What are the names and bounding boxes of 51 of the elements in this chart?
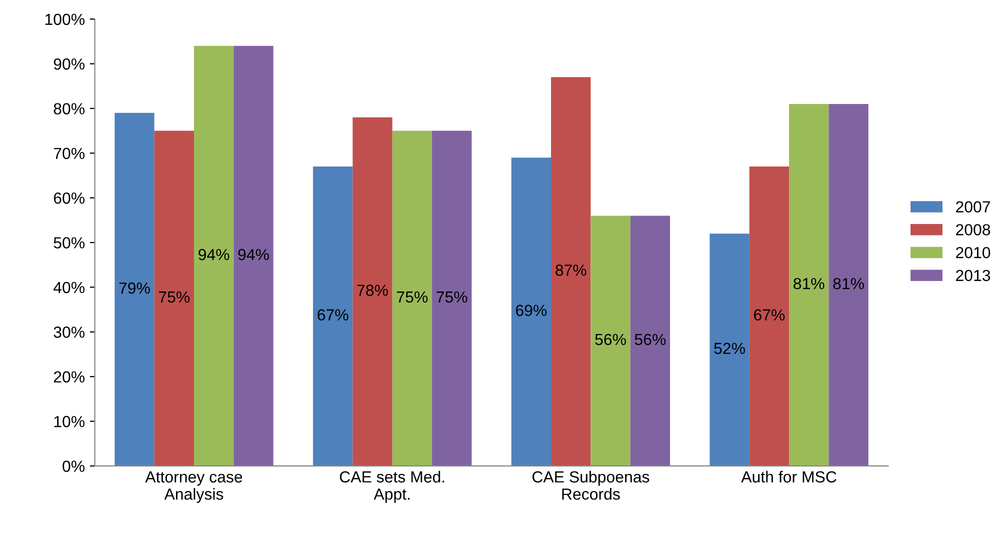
x-tick-label: CAE Subpoenas Records xyxy=(532,470,650,500)
bar xyxy=(432,130,472,466)
y-tick-label: 0% xyxy=(62,460,85,472)
legend-label: 2008 xyxy=(956,224,990,236)
data-label: 52% xyxy=(714,342,745,354)
data-label: 94% xyxy=(238,248,269,260)
bar xyxy=(630,216,670,466)
data-label: 75% xyxy=(158,291,190,303)
data-label: 94% xyxy=(198,248,230,260)
y-tick-label: 30% xyxy=(54,326,85,338)
bar xyxy=(710,234,750,466)
y-tick-label: 70% xyxy=(54,148,85,160)
bar xyxy=(551,77,591,466)
y-tick-label: 100% xyxy=(45,14,85,26)
y-tick-label: 80% xyxy=(54,103,85,114)
y-tick-label: 40% xyxy=(53,282,85,294)
bar xyxy=(392,130,432,466)
data-label: 67% xyxy=(754,309,785,321)
data-label: 69% xyxy=(516,304,547,316)
bar xyxy=(590,216,630,466)
bar xyxy=(789,104,829,466)
data-label: 56% xyxy=(634,334,666,346)
data-label: 87% xyxy=(556,264,586,276)
bar xyxy=(114,112,154,466)
x-tick-label: Auth for MSC xyxy=(741,470,836,483)
bar xyxy=(352,117,392,466)
bar xyxy=(313,166,353,466)
data-label: 79% xyxy=(119,282,150,294)
data-label: 81% xyxy=(794,278,824,290)
y-tick-label: 20% xyxy=(54,371,85,383)
y-tick-label: 50% xyxy=(54,237,85,248)
legend-label: 2010 xyxy=(956,246,990,258)
y-tick-label: 60% xyxy=(54,192,85,204)
data-label: 81% xyxy=(833,278,864,290)
bar xyxy=(154,130,194,466)
data-label: 67% xyxy=(318,309,348,321)
data-label: 78% xyxy=(357,284,388,296)
data-label: 75% xyxy=(436,291,468,303)
y-tick-label: 10% xyxy=(54,416,85,428)
x-tick-label: Attorney case Analysis xyxy=(145,471,242,503)
legend-label: 2013 xyxy=(956,270,990,282)
bar xyxy=(234,46,274,466)
bar xyxy=(511,158,552,466)
y-tick-label: 90% xyxy=(54,58,85,70)
data-label: 56% xyxy=(595,334,626,346)
x-tick-label: CAE sets Med. Appt. xyxy=(340,470,444,503)
bar xyxy=(194,46,234,466)
legend-label: 2007 xyxy=(956,201,990,212)
bar xyxy=(749,166,790,466)
bar xyxy=(828,104,868,466)
data-label: 75% xyxy=(397,291,428,303)
